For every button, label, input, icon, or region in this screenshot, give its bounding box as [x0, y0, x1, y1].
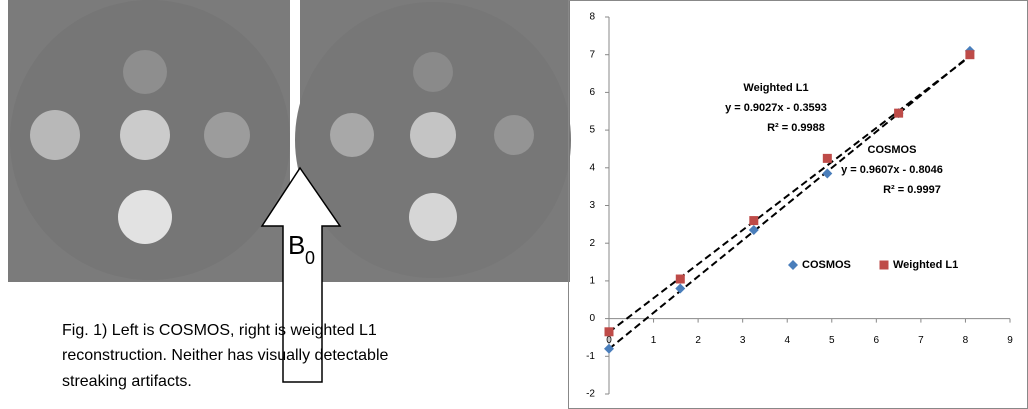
y-tick-label: 3: [589, 200, 595, 211]
trendline-title: Weighted L1: [743, 82, 808, 94]
y-tick-label: 7: [589, 49, 595, 60]
y-tick-label: -1: [586, 351, 595, 362]
y-tick-label: 5: [589, 125, 595, 136]
chart-frame: [569, 1, 1028, 409]
caption-line: reconstruction. Neither has visually det…: [62, 347, 388, 364]
point: [676, 275, 685, 284]
x-tick-label: 3: [740, 335, 746, 346]
x-tick-label: 8: [963, 335, 969, 346]
trendline-title: COSMOS: [868, 144, 917, 156]
x-tick-label: 6: [874, 335, 880, 346]
legend-label: Weighted L1: [893, 259, 958, 271]
trendline: [609, 56, 970, 349]
y-tick-label: -2: [586, 389, 595, 400]
trendline-equation: y = 0.9027x - 0.3593: [725, 102, 827, 114]
x-tick-label: 7: [918, 335, 924, 346]
trendline-r2: R² = 0.9988: [767, 122, 825, 134]
legend-marker: [880, 261, 889, 270]
x-tick-label: 2: [695, 335, 701, 346]
legend-marker: [788, 260, 798, 270]
y-tick-label: 4: [589, 162, 595, 173]
figure: B 0 Fig. 1) Left is COSMOS, right is wei…: [0, 0, 1028, 409]
arrow-label: B: [288, 230, 305, 260]
caption-line: Fig. 1) Left is COSMOS, right is weighte…: [62, 322, 377, 339]
y-tick-label: 2: [589, 238, 595, 249]
phantom-left: [8, 0, 290, 282]
y-tick-label: 8: [589, 12, 595, 23]
point: [965, 50, 974, 59]
point: [823, 154, 832, 163]
point: [675, 283, 685, 293]
caption-line: streaking artifacts.: [62, 373, 192, 390]
y-tick-label: 6: [589, 87, 595, 98]
point: [605, 327, 614, 336]
x-tick-label: 4: [784, 335, 790, 346]
trendline-r2: R² = 0.9997: [883, 184, 941, 196]
x-tick-label: 9: [1007, 335, 1013, 346]
arrow-subscript: 0: [305, 248, 315, 268]
point: [749, 216, 758, 225]
x-tick-label: 5: [829, 335, 835, 346]
point: [894, 109, 903, 118]
y-tick-label: 1: [589, 276, 595, 287]
point: [822, 168, 832, 178]
y-tick-label: 0: [589, 313, 595, 324]
x-tick-label: 1: [651, 335, 657, 346]
trendline-equation: y = 0.9607x - 0.8046: [841, 164, 943, 176]
legend-label: COSMOS: [802, 259, 851, 271]
phantom-right: [295, 0, 571, 282]
